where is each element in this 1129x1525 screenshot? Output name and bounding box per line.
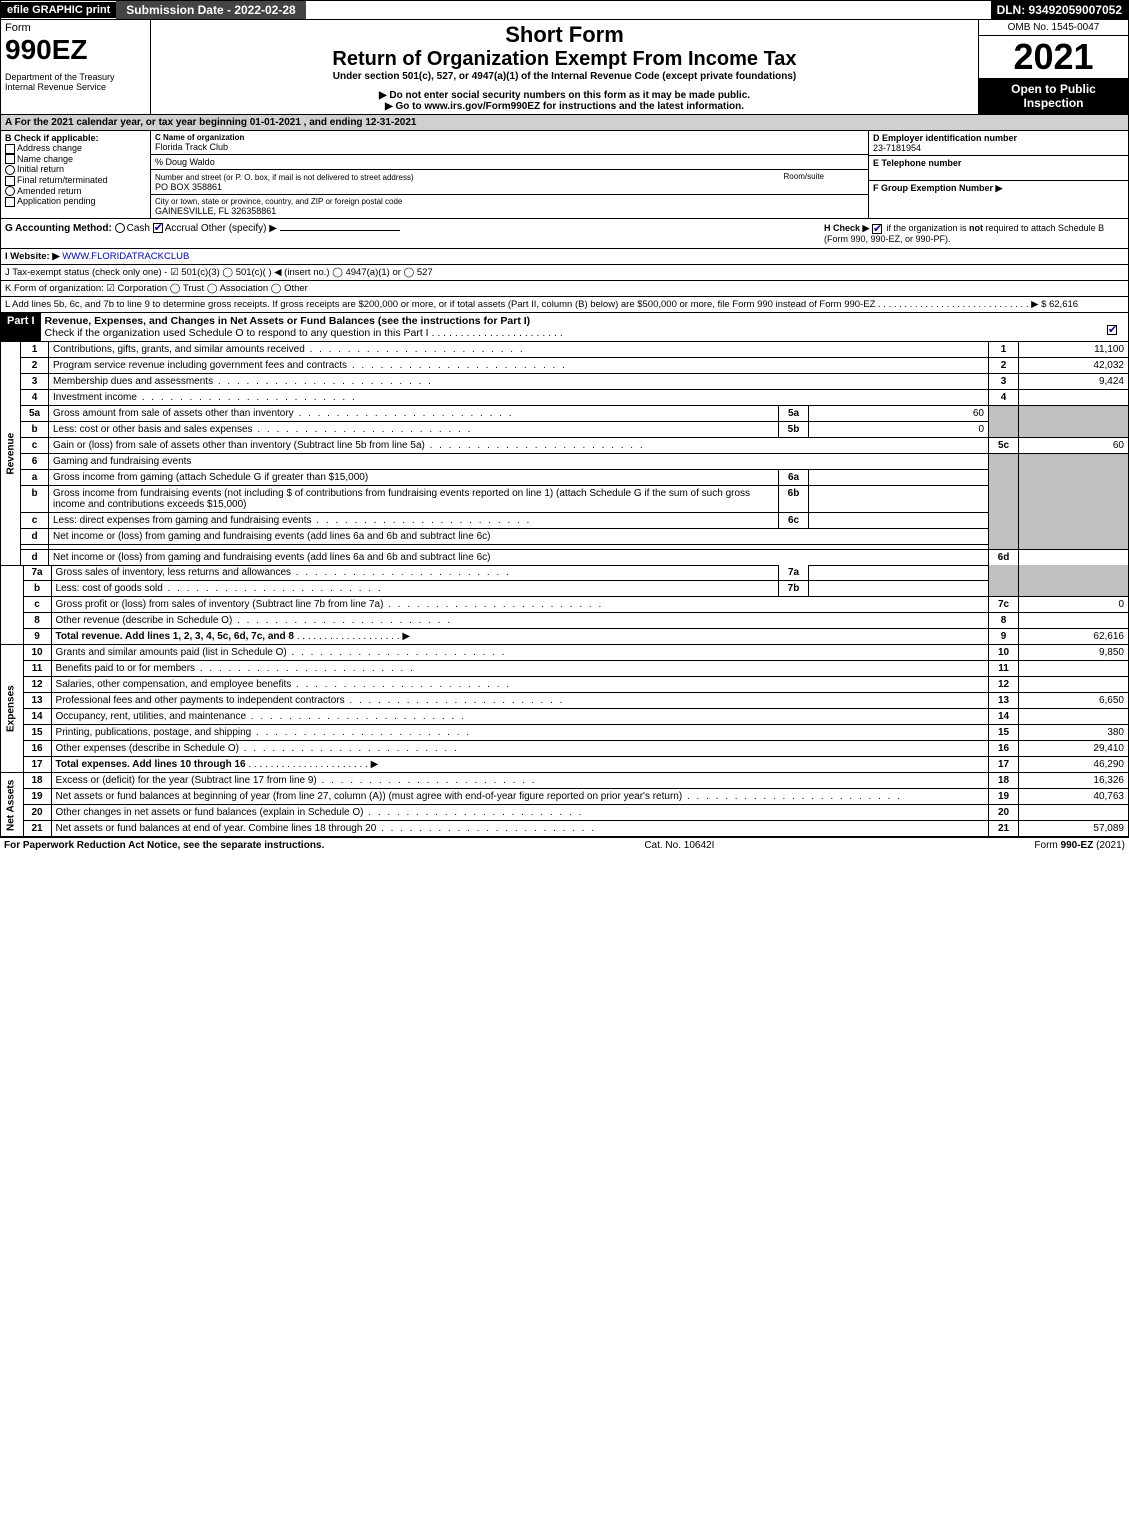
amt-16: 29,410	[1019, 741, 1129, 757]
col-d: D Employer identification number 23-7181…	[868, 131, 1128, 218]
amt-5b: 0	[809, 422, 989, 438]
amt-19: 40,763	[1019, 789, 1129, 805]
h-label: H Check ▶	[824, 223, 869, 233]
city: GAINESVILLE, FL 326358861	[155, 206, 864, 216]
g-label: G Accounting Method:	[5, 223, 112, 234]
line-k: K Form of organization: ☑ Corporation ◯ …	[0, 281, 1129, 297]
line-l-amount: $ 62,616	[1041, 299, 1078, 310]
lines-table: Revenue 1Contributions, gifts, grants, a…	[0, 342, 1129, 566]
goto-link[interactable]: ▶ Go to www.irs.gov/Form990EZ for instru…	[153, 101, 976, 112]
amt-5c: 60	[1019, 438, 1129, 454]
form-ref: Form 990-EZ (2021)	[1034, 840, 1125, 851]
cb-h[interactable]	[872, 224, 882, 234]
form-header: Form 990EZ Department of the Treasury In…	[0, 20, 1129, 115]
omb-number: OMB No. 1545-0047	[979, 20, 1128, 36]
street: PO BOX 358861	[155, 182, 864, 192]
form-number: 990EZ	[5, 34, 146, 66]
c-name-label: C Name of organization	[155, 133, 864, 142]
netassets-section-label: Net Assets	[1, 773, 24, 837]
ein-label: D Employer identification number	[873, 133, 1124, 143]
cb-accrual[interactable]	[153, 223, 163, 233]
amt-7c: 0	[1019, 597, 1129, 613]
cb-part1-o[interactable]	[1107, 325, 1117, 335]
amt-14	[1019, 709, 1129, 725]
line-j: J Tax-exempt status (check only one) - ☑…	[0, 265, 1129, 281]
form-label: Form	[5, 22, 146, 34]
col-c: C Name of organization Florida Track Clu…	[151, 131, 868, 218]
subtitle: Under section 501(c), 527, or 4947(a)(1)…	[153, 71, 976, 82]
cb-name-change[interactable]	[5, 154, 15, 164]
ein: 23-7181954	[873, 143, 1124, 153]
top-bar: efile GRAPHIC print Submission Date - 20…	[0, 0, 1129, 20]
amt-1: 11,100	[1019, 342, 1129, 358]
line-i: I Website: ▶ WWW.FLORIDATRACKCLUB	[0, 249, 1129, 265]
line-a: A For the 2021 calendar year, or tax yea…	[0, 115, 1129, 131]
cb-app-pending[interactable]	[5, 197, 15, 207]
cat-no: Cat. No. 10642I	[644, 840, 714, 851]
street-label: Number and street (or P. O. box, if mail…	[155, 173, 414, 182]
amt-3: 9,424	[1019, 374, 1129, 390]
no-ssn-notice: ▶ Do not enter social security numbers o…	[153, 90, 976, 101]
line-l: L Add lines 5b, 6c, and 7b to line 9 to …	[0, 297, 1129, 313]
part1-check-o: Check if the organization used Schedule …	[45, 327, 563, 339]
section-b-to-f: B Check if applicable: Address change Na…	[0, 131, 1129, 219]
dln-badge: DLN: 93492059007052	[991, 1, 1128, 19]
cb-addr-change[interactable]	[5, 144, 15, 154]
part1-header-row: Part I Revenue, Expenses, and Changes in…	[0, 313, 1129, 342]
cb-amended[interactable]	[5, 186, 15, 196]
efile-badge: efile GRAPHIC print	[1, 2, 116, 18]
radio-cash[interactable]	[115, 223, 125, 233]
dept-treasury: Department of the Treasury	[5, 72, 146, 82]
part1-label: Part I	[1, 313, 41, 341]
open-public-badge: Open to Public Inspection	[979, 78, 1128, 114]
amt-13: 6,650	[1019, 693, 1129, 709]
website-link[interactable]: WWW.FLORIDATRACKCLUB	[62, 251, 189, 262]
return-title: Return of Organization Exempt From Incom…	[153, 48, 976, 71]
amt-5a: 60	[809, 406, 989, 422]
amt-8	[1019, 613, 1129, 629]
irs-label: Internal Revenue Service	[5, 82, 146, 92]
amt-15: 380	[1019, 725, 1129, 741]
section-g-h: G Accounting Method: Cash Accrual Other …	[0, 219, 1129, 249]
cb-initial[interactable]	[5, 165, 15, 175]
submission-date: Submission Date - 2022-02-28	[116, 1, 305, 19]
b-label: B Check if applicable:	[5, 133, 146, 143]
city-label: City or town, state or province, country…	[155, 197, 864, 206]
org-name: Florida Track Club	[155, 142, 864, 152]
short-form-title: Short Form	[153, 22, 976, 48]
tax-year: 2021	[979, 36, 1128, 78]
pra-notice: For Paperwork Reduction Act Notice, see …	[4, 840, 324, 851]
lines-table-2: 7aGross sales of inventory, less returns…	[0, 565, 1129, 837]
amt-6d	[1019, 550, 1129, 566]
h-text1: if the organization is not required to a…	[886, 223, 1104, 233]
revenue-section-label: Revenue	[1, 342, 21, 566]
part1-title: Revenue, Expenses, and Changes in Net As…	[45, 315, 531, 327]
care-of: % Doug Waldo	[151, 155, 868, 170]
room-label: Room/suite	[784, 172, 824, 181]
phone-label: E Telephone number	[873, 158, 1124, 168]
h-text2: (Form 990, 990-EZ, or 990-PF).	[824, 234, 951, 244]
expenses-section-label: Expenses	[1, 645, 24, 773]
group-label: F Group Exemption Number ▶	[873, 183, 1124, 194]
amt-4	[1019, 390, 1129, 406]
amt-11	[1019, 661, 1129, 677]
cb-final[interactable]	[5, 176, 15, 186]
amt-12	[1019, 677, 1129, 693]
amt-2: 42,032	[1019, 358, 1129, 374]
col-b: B Check if applicable: Address change Na…	[1, 131, 151, 218]
page-footer: For Paperwork Reduction Act Notice, see …	[0, 837, 1129, 853]
amt-20	[1019, 805, 1129, 821]
amt-10: 9,850	[1019, 645, 1129, 661]
amt-17: 46,290	[1019, 757, 1129, 773]
amt-21: 57,089	[1019, 821, 1129, 837]
amt-9: 62,616	[1019, 629, 1129, 645]
amt-18: 16,326	[1019, 773, 1129, 789]
